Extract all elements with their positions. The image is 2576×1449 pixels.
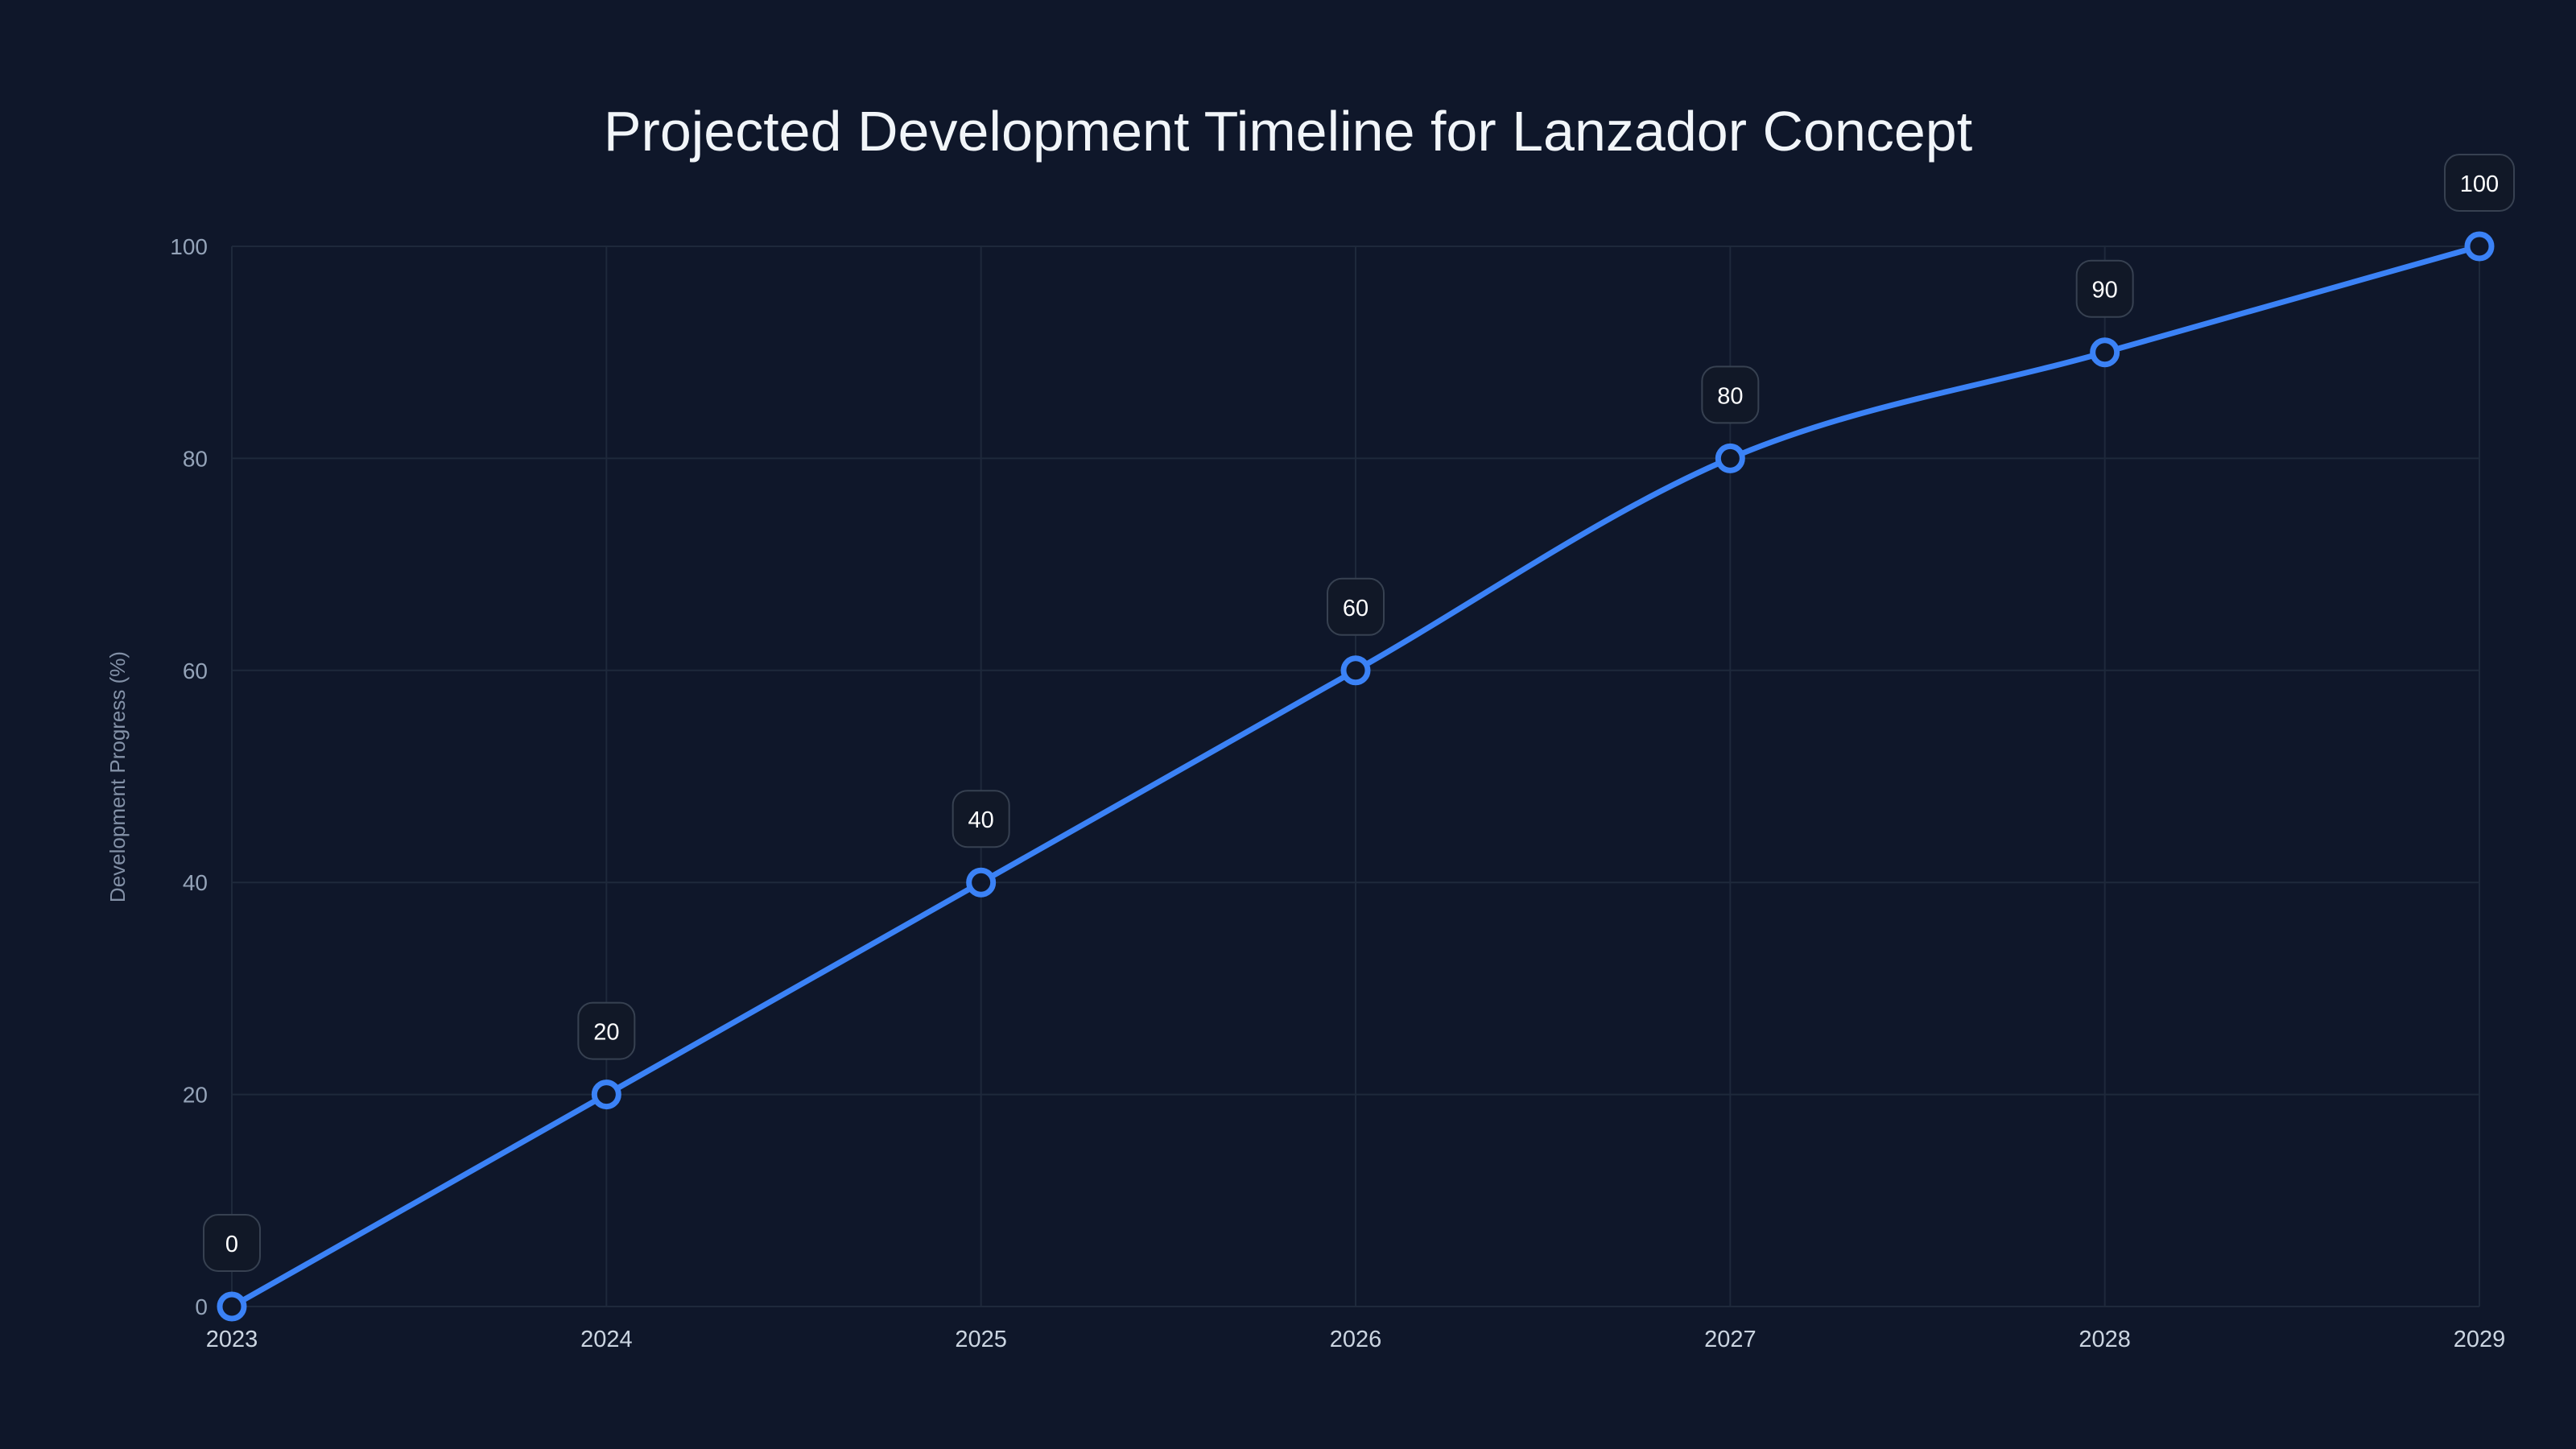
chart-title: Projected Development Timeline for Lanza… bbox=[604, 100, 1972, 163]
data-points bbox=[217, 231, 2495, 1322]
data-point bbox=[217, 1291, 247, 1322]
data-label-box bbox=[952, 790, 1010, 848]
x-tick-label: 2029 bbox=[2454, 1327, 2506, 1352]
y-tick-label: 0 bbox=[195, 1294, 208, 1319]
data-label: 40 bbox=[952, 790, 1010, 848]
y-tick-label: 40 bbox=[183, 870, 208, 895]
data-label-text: 100 bbox=[2460, 171, 2499, 197]
data-label-box bbox=[2444, 154, 2515, 212]
data-label-box bbox=[577, 1001, 636, 1060]
data-label-text: 0 bbox=[225, 1232, 238, 1257]
x-tick-label: 2027 bbox=[1704, 1327, 1757, 1352]
data-label-box bbox=[1327, 577, 1385, 636]
data-label: 100 bbox=[2444, 154, 2515, 212]
data-label-box bbox=[2075, 259, 2134, 318]
data-point bbox=[591, 1080, 621, 1110]
x-tick-label: 2023 bbox=[206, 1327, 258, 1352]
y-ticks: 0 20 40 60 80 100 bbox=[170, 234, 208, 1319]
x-tick-label: 2028 bbox=[2079, 1327, 2131, 1352]
data-label: 90 bbox=[2075, 259, 2134, 318]
y-tick-label: 100 bbox=[170, 234, 208, 259]
data-label: 0 bbox=[203, 1214, 261, 1272]
data-label: 20 bbox=[577, 1001, 636, 1060]
data-point bbox=[1340, 655, 1371, 686]
data-point bbox=[2464, 231, 2495, 262]
x-tick-label: 2026 bbox=[1330, 1327, 1382, 1352]
y-axis-label: Development Progress (%) bbox=[105, 651, 130, 902]
data-label: 80 bbox=[1701, 365, 1760, 424]
x-tick-label: 2024 bbox=[580, 1327, 633, 1352]
data-label-text: 90 bbox=[2092, 278, 2118, 303]
data-label-text: 20 bbox=[593, 1020, 619, 1046]
data-label-text: 40 bbox=[968, 807, 994, 833]
data-labels: 0 20 40 60 80 90 100 bbox=[203, 154, 2515, 1272]
y-tick-label: 60 bbox=[183, 658, 208, 683]
x-ticks: 2023 2024 2025 2026 2027 2028 2029 bbox=[206, 1327, 2506, 1352]
data-label-text: 60 bbox=[1343, 596, 1368, 621]
y-tick-label: 20 bbox=[183, 1083, 208, 1108]
data-label-text: 80 bbox=[1717, 383, 1743, 409]
data-label: 60 bbox=[1327, 577, 1385, 636]
data-point bbox=[2090, 337, 2120, 368]
data-point bbox=[1715, 443, 1745, 473]
y-tick-label: 80 bbox=[183, 446, 208, 471]
data-label-box bbox=[203, 1214, 261, 1272]
data-point bbox=[966, 867, 997, 898]
data-label-box bbox=[1701, 365, 1760, 424]
x-tick-label: 2025 bbox=[955, 1327, 1007, 1352]
